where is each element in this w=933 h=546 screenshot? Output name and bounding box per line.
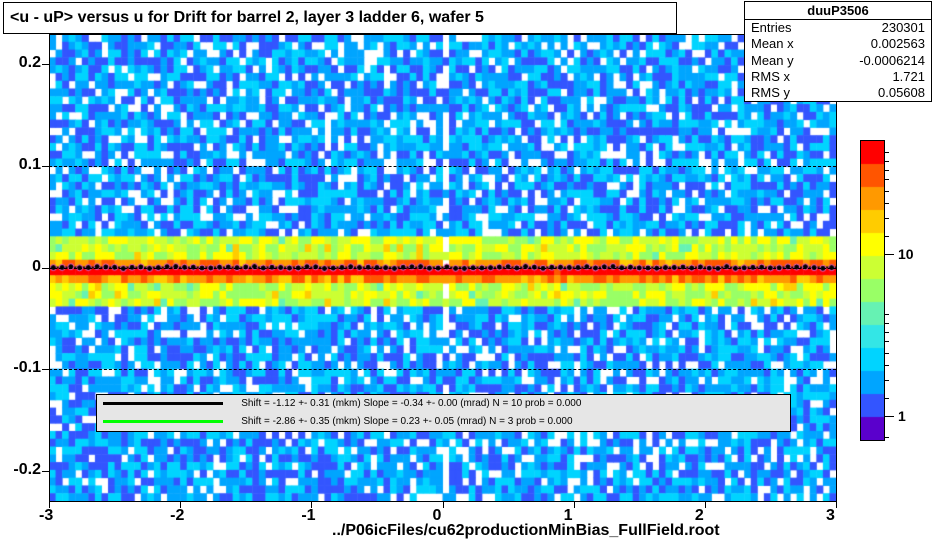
stats-title: duuP3506 — [745, 2, 931, 20]
colorbar-minor-tick — [884, 380, 889, 381]
legend-row: Shift = -1.12 +- 0.31 (mkm) Slope = -0.3… — [97, 395, 790, 413]
x-tick-label: -1 — [301, 507, 315, 525]
x-tick — [705, 501, 706, 508]
colorbar-minor-tick — [884, 161, 889, 162]
stats-row: Entries 230301 — [745, 20, 931, 36]
stats-value: -0.0006214 — [859, 53, 925, 69]
colorbar-minor-tick — [884, 341, 889, 342]
stats-key: Entries — [751, 20, 791, 36]
stats-value: 1.721 — [892, 69, 925, 85]
stats-key: Mean y — [751, 53, 794, 69]
colorbar-minor-tick — [884, 191, 889, 192]
colorbar-minor-tick — [884, 323, 889, 324]
colorbar-tick — [884, 416, 894, 417]
stats-row: Mean x 0.002563 — [745, 36, 931, 52]
colorbar-minor-tick — [884, 332, 889, 333]
y-tick — [42, 166, 49, 167]
y-tick-label: 0 — [32, 258, 41, 276]
stats-value: 0.002563 — [871, 36, 925, 52]
colorbar-minor-tick — [884, 398, 889, 399]
colorbar-minor-tick — [884, 203, 889, 204]
legend-text: Shift = -1.12 +- 0.31 (mkm) Slope = -0.3… — [241, 398, 581, 409]
colorbar-minor-tick — [884, 365, 889, 366]
source-path: ../P06icFiles/cu62productionMinBias_Full… — [332, 522, 720, 540]
x-tick-label: -3 — [39, 507, 53, 525]
colorbar-minor-tick — [884, 437, 889, 438]
legend-swatch — [103, 420, 223, 423]
x-tick — [574, 501, 575, 508]
chart-title: <u - uP> versus u for Drift for barrel 2… — [3, 2, 677, 34]
stats-value: 0.05608 — [878, 85, 925, 101]
stats-row: RMS x 1.721 — [745, 69, 931, 85]
stats-value: 230301 — [882, 20, 925, 36]
colorbar-minor-tick — [884, 236, 889, 237]
stats-key: RMS x — [751, 69, 790, 85]
stats-row: Mean y -0.0006214 — [745, 53, 931, 69]
y-tick — [42, 64, 49, 65]
colorbar-minor-tick — [884, 314, 889, 315]
colorbar-tick — [884, 254, 894, 255]
y-tick-label: 0.2 — [19, 54, 41, 72]
x-tick — [443, 501, 444, 508]
x-tick-label: 3 — [826, 507, 835, 525]
colorbar-frame — [860, 140, 885, 441]
fit-legend: Shift = -1.12 +- 0.31 (mkm) Slope = -0.3… — [96, 394, 791, 432]
y-tick — [42, 471, 49, 472]
x-tick — [836, 501, 837, 508]
legend-text: Shift = -2.86 +- 0.35 (mkm) Slope = 0.23… — [241, 416, 572, 427]
colorbar-tick-label: 1 — [898, 408, 906, 424]
y-tick-label: -0.1 — [13, 359, 41, 377]
x-tick-label: -2 — [170, 507, 184, 525]
stats-row: RMS y 0.05608 — [745, 85, 931, 101]
y-tick-label: 0.1 — [19, 156, 41, 174]
legend-row: Shift = -2.86 +- 0.35 (mkm) Slope = 0.23… — [97, 413, 790, 431]
y-tick-label: -0.2 — [13, 461, 41, 479]
colorbar-tick-label: 10 — [898, 246, 914, 262]
y-tick — [42, 268, 49, 269]
colorbar-minor-tick — [884, 179, 889, 180]
colorbar-minor-tick — [884, 170, 889, 171]
y-tick — [42, 369, 49, 370]
colorbar-minor-tick — [884, 152, 889, 153]
plot-frame — [49, 34, 837, 502]
legend-swatch — [103, 402, 223, 405]
stats-key: RMS y — [751, 85, 790, 101]
colorbar-minor-tick — [884, 353, 889, 354]
colorbar-minor-tick — [884, 218, 889, 219]
stats-key: Mean x — [751, 36, 794, 52]
stats-box: duuP3506Entries230301Mean x0.002563Mean … — [744, 1, 932, 102]
